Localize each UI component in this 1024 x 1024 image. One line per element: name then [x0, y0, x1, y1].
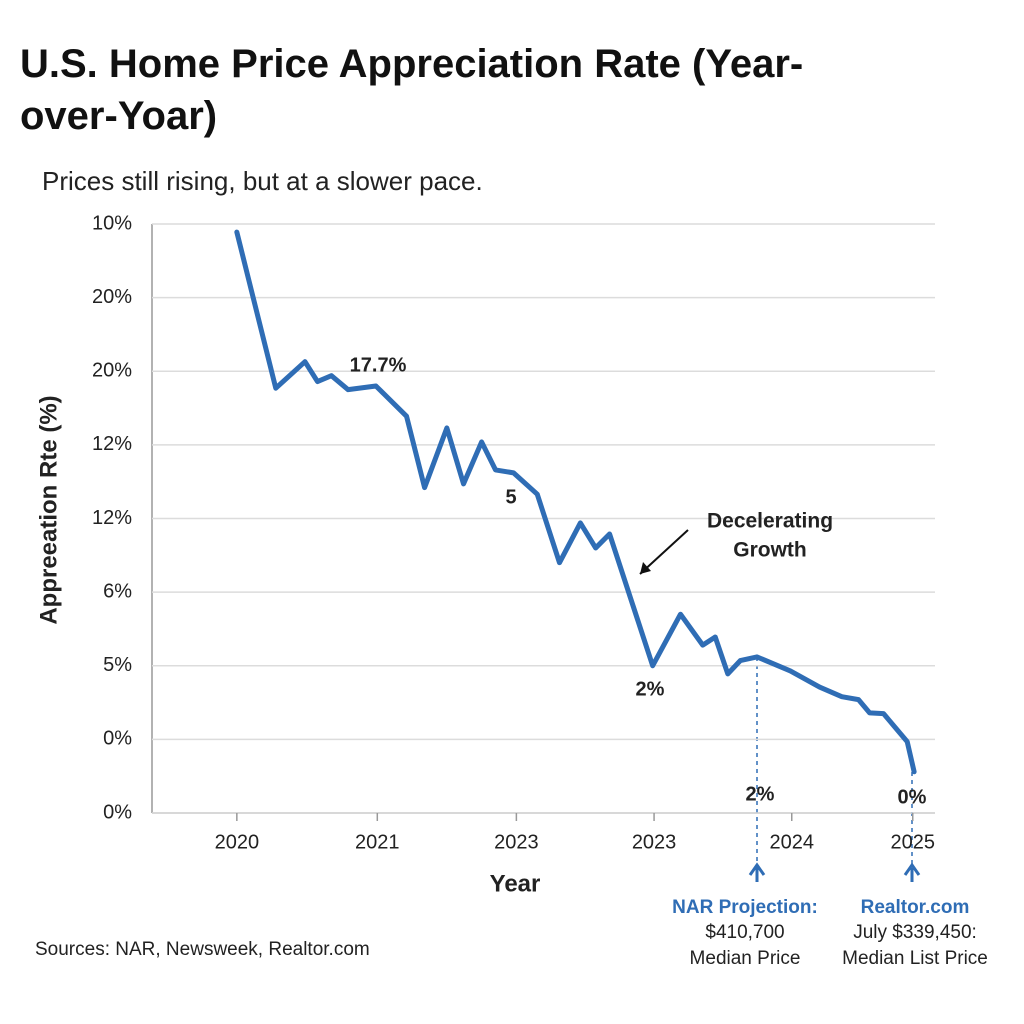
annotation: 0% — [898, 786, 927, 808]
chart-title: U.S. Home Price Appreciation Rate (Year-… — [20, 42, 804, 138]
x-tick-label: 2023 — [494, 831, 539, 853]
y-tick-label: 10% — [92, 212, 132, 234]
y-tick-label: 0% — [103, 728, 132, 750]
data-line — [234, 229, 917, 775]
annotation: 5 — [505, 486, 516, 508]
callout-text: Median Price — [690, 948, 801, 969]
y-axis-label: Appreeation Rte (%) — [35, 395, 62, 624]
x-tick-label: 2021 — [355, 831, 400, 853]
y-tick-label: 12% — [92, 433, 132, 455]
annotation: Growth — [733, 539, 807, 562]
y-tick-label: 12% — [92, 507, 132, 529]
callout-text: Median List Price — [842, 948, 988, 969]
callout-arrow — [748, 862, 766, 882]
y-tick-label: 0% — [103, 801, 132, 823]
y-tick-label: 20% — [92, 286, 132, 308]
x-axis-label: Year — [490, 870, 541, 897]
callout-text: July $339,450: — [853, 922, 977, 943]
subtitle: Prices still rising, but at a slower pac… — [42, 166, 483, 196]
x-tick-label: 2024 — [770, 831, 815, 853]
y-tick-label: 6% — [103, 580, 132, 602]
annotation: 2% — [636, 678, 665, 700]
annotation: 2% — [746, 783, 775, 805]
x-tick-label: 2023 — [632, 831, 677, 853]
annotation-arrowhead — [640, 562, 651, 574]
annotation-arrow — [639, 529, 689, 575]
callout-title: Realtor.com — [861, 897, 970, 918]
annotation: Decelerating — [707, 510, 833, 533]
callout-text: $410,700 — [705, 922, 784, 943]
x-tick-label: 2025 — [890, 831, 935, 853]
callout-title: NAR Projection: — [672, 897, 818, 918]
x-tick-label: 2020 — [215, 831, 260, 853]
annotation: 17.7% — [350, 354, 407, 376]
y-tick-label: 5% — [103, 654, 132, 676]
callout-arrow — [903, 862, 921, 882]
source: Sources: NAR, Newsweek, Realtor.com — [35, 939, 370, 960]
y-tick-label: 20% — [92, 360, 132, 382]
